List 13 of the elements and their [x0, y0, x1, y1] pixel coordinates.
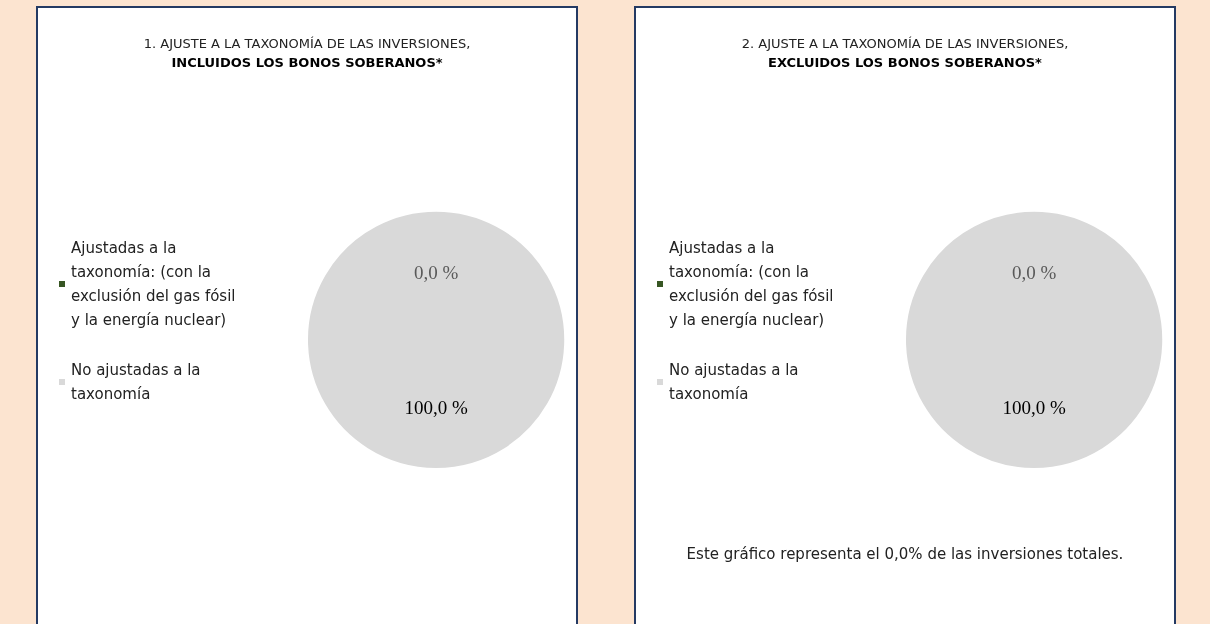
chart-subtitle: INCLUIDOS LOS BONOS SOBERANOS* [171, 55, 443, 70]
text: Este gráfico representa el 0,0% de las inversiones totales. [686, 544, 1124, 563]
legend-label: Ajustadas a la taxonomía: (con la exclusión del gas fósil y la energía nuclear) [669, 239, 839, 329]
chart-title: 2. AJUSTE A LA TAXONOMÍA DE LAS INVERSIONES, [741, 36, 1069, 51]
legend-label: No ajustadas a la taxonomía [71, 361, 206, 403]
legend-label: No ajustadas a la taxonomía [669, 361, 804, 403]
legend-label: Ajustadas a la taxonomía: (con la exclusión del gas fósil y la energía nuclear) [71, 239, 241, 329]
chart-title: 1. AJUSTE A LA TAXONOMÍA DE LAS INVERSIONES, [143, 36, 471, 51]
chart-subtitle: EXCLUIDOS LOS BONOS SOBERANOS* [768, 55, 1043, 70]
text: 0,0 % [1011, 261, 1057, 283]
text: 0,0 % [413, 261, 459, 283]
data-label: 100,0 % [404, 396, 468, 418]
data-label: 100,0 % [1002, 396, 1066, 418]
